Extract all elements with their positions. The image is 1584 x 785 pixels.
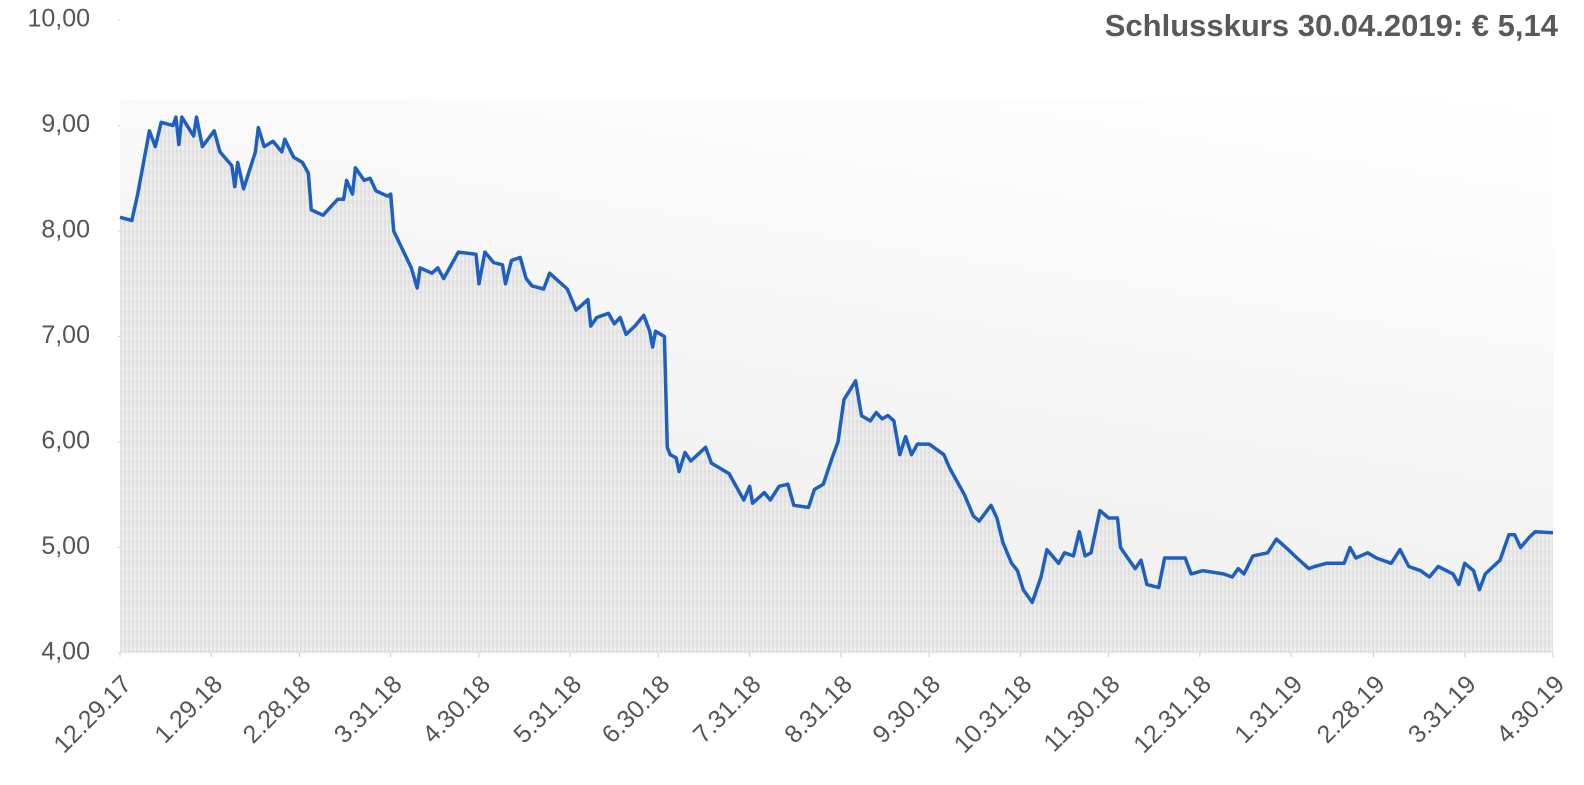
chart-title: Schlusskurs 30.04.2019: € 5,14 <box>1105 8 1559 43</box>
x-tick-label: 12.29.17 <box>48 670 137 759</box>
area <box>120 117 1553 654</box>
x-tick-label: 6.30.18 <box>597 670 676 749</box>
x-tick-label: 7.31.18 <box>688 670 767 749</box>
x-tick-label: 9.30.18 <box>867 670 946 749</box>
y-tick-label: 8,00 <box>41 216 90 244</box>
x-tick-label: 12.31.18 <box>1128 670 1217 759</box>
x-tick-label: 11.30.18 <box>1038 670 1125 757</box>
price-line <box>119 115 1554 605</box>
x-tick-label: 1.29.18 <box>149 670 228 749</box>
x-tick-label: 8.31.18 <box>779 670 858 749</box>
x-tick-label: 3.31.18 <box>329 670 408 749</box>
y-tick-label: 9,00 <box>41 110 90 138</box>
x-tick-label: 3.31.19 <box>1403 670 1482 749</box>
y-tick-label: 4,00 <box>41 638 90 666</box>
x-tick-label: 5.31.18 <box>508 670 587 749</box>
x-tick-label: 1.31.19 <box>1229 670 1308 749</box>
x-tick-label: 4.30.19 <box>1491 670 1570 749</box>
x-tick-label: 2.28.19 <box>1312 670 1391 749</box>
x-tick-label: 4.30.18 <box>417 670 496 749</box>
x-tick-label: 10.31.18 <box>949 670 1038 759</box>
y-tick-label: 7,00 <box>41 321 90 349</box>
y-tick-label: 10,00 <box>27 5 90 33</box>
y-tick-label: 6,00 <box>41 427 90 455</box>
x-tick-label: 2.28.18 <box>238 670 317 749</box>
y-tick-label: 5,00 <box>41 532 90 560</box>
